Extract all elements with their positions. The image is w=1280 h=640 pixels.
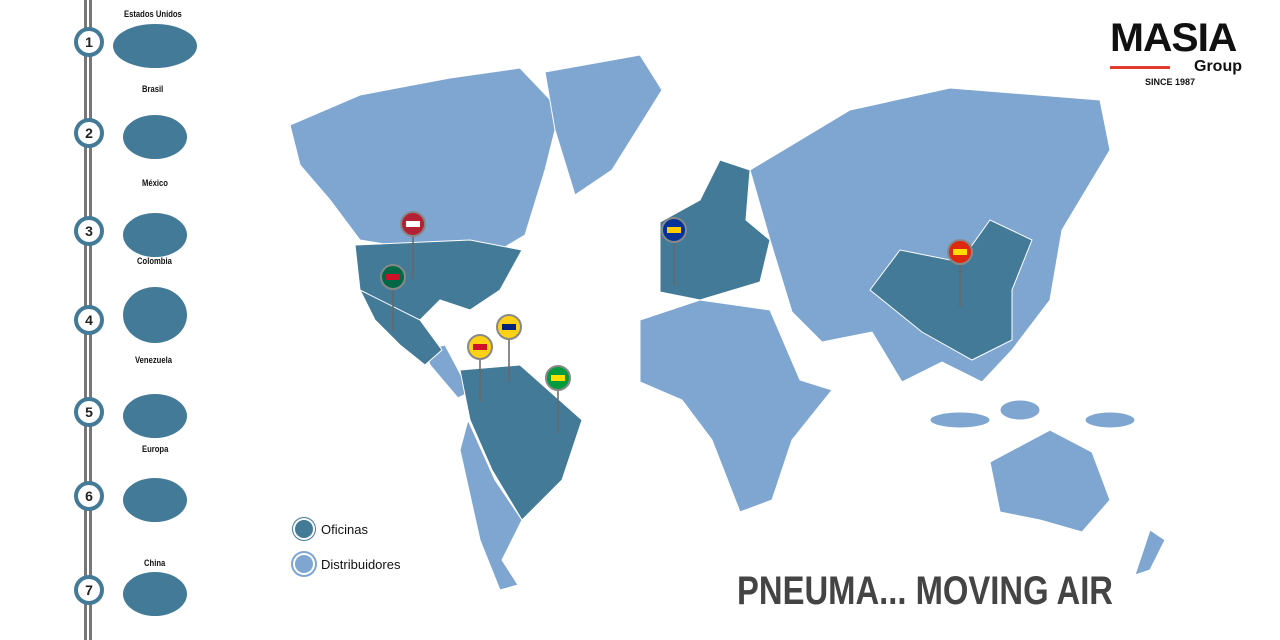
south-america-rest <box>459 418 523 591</box>
island <box>999 399 1041 421</box>
colombia-flag-pin <box>467 334 493 402</box>
venezuela-flag-pin <box>496 314 522 382</box>
step-1: 1 <box>74 27 104 57</box>
country-silhouette <box>123 478 187 522</box>
asia <box>749 87 1111 383</box>
island <box>929 411 991 429</box>
country-silhouette <box>123 394 187 438</box>
mexico-flag-pin <box>380 264 406 332</box>
eu-flag-pin <box>661 217 687 285</box>
north-america <box>289 67 561 269</box>
step-label: Brasil <box>141 84 164 94</box>
step-7: 7 <box>74 575 104 605</box>
step-label: Estados Unidos <box>124 9 183 19</box>
usa-flag-pin <box>400 211 426 279</box>
step-2: 2 <box>74 118 104 148</box>
logo-since: SINCE 1987 <box>1145 77 1196 87</box>
step-5: 5 <box>74 397 104 427</box>
legend-office: Oficinas <box>295 520 368 538</box>
logo-name: MASIA <box>1110 16 1237 60</box>
brazil-flag-pin <box>545 365 571 433</box>
country-silhouette <box>113 24 197 68</box>
europe <box>659 159 771 301</box>
africa <box>639 299 833 513</box>
china-flag-pin <box>947 239 973 307</box>
china <box>869 219 1033 361</box>
office-swatch <box>295 520 313 538</box>
mexico <box>358 288 443 366</box>
step-4: 4 <box>74 305 104 335</box>
distributor-swatch <box>295 555 313 573</box>
step-6: 6 <box>74 481 104 511</box>
australia <box>989 429 1111 533</box>
masia-logo: MASIA Group SINCE 1987 <box>1110 18 1250 98</box>
step-label: Colombia <box>137 256 173 266</box>
greenland <box>544 54 663 196</box>
country-silhouette <box>123 287 187 343</box>
colombia-venezuela-brazil <box>459 364 583 521</box>
new-zealand <box>1134 529 1166 576</box>
step-label: Europa <box>141 444 169 454</box>
country-silhouette <box>123 213 187 257</box>
island <box>1084 411 1136 429</box>
country-silhouette <box>123 115 187 159</box>
logo-bar <box>1110 66 1170 69</box>
step-label: México <box>141 178 168 188</box>
legend-distributor: Distribuidores <box>295 555 400 573</box>
country-silhouette <box>123 572 187 616</box>
step-label: China <box>144 558 166 568</box>
legend-distributor-label: Distribuidores <box>321 556 401 572</box>
slogan: PNEUMA... MOVING AIR <box>737 569 1114 613</box>
logo-sub: Group <box>1194 58 1242 75</box>
step-label: Venezuela <box>135 355 173 365</box>
legend-office-label: Oficinas <box>321 521 368 537</box>
central-america <box>424 344 471 399</box>
step-3: 3 <box>74 216 104 246</box>
